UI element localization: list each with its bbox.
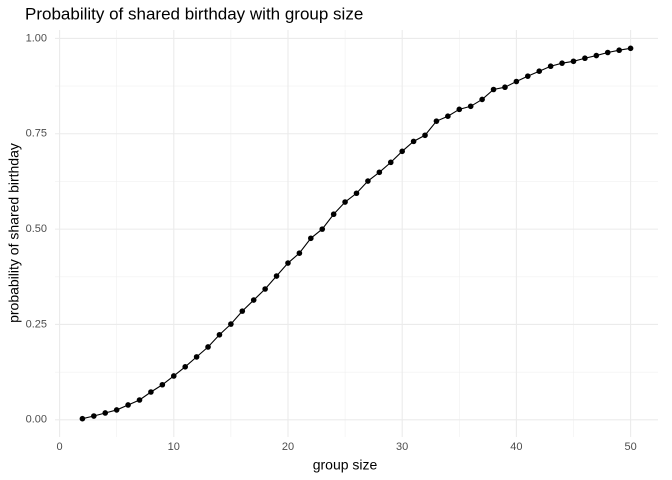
point xyxy=(285,260,291,266)
y-tick-label: 0.25 xyxy=(26,318,47,330)
point xyxy=(422,132,428,139)
point xyxy=(159,381,166,388)
point xyxy=(228,321,234,327)
point xyxy=(296,250,303,256)
point xyxy=(353,190,360,197)
point xyxy=(513,78,520,85)
point xyxy=(536,68,543,74)
point xyxy=(125,402,131,408)
x-tick-label: 10 xyxy=(168,441,180,453)
point xyxy=(365,178,371,184)
x-axis-title: group size xyxy=(313,457,378,473)
point xyxy=(467,103,474,110)
y-tick-label: 0.75 xyxy=(26,128,47,140)
point xyxy=(570,58,577,65)
point xyxy=(239,308,246,314)
point xyxy=(445,113,451,120)
point xyxy=(308,235,314,242)
y-tick-label: 0.00 xyxy=(26,414,47,426)
y-tick-label: 0.50 xyxy=(26,223,47,235)
y-axis-title: probability of shared birthday xyxy=(6,143,22,323)
point xyxy=(433,118,440,124)
point xyxy=(330,211,337,218)
point xyxy=(250,297,257,303)
point xyxy=(148,389,154,395)
point xyxy=(479,96,485,103)
point xyxy=(79,415,86,422)
point xyxy=(547,63,554,70)
point xyxy=(216,331,223,338)
point xyxy=(91,413,97,419)
point xyxy=(170,373,177,379)
point xyxy=(387,159,394,166)
point xyxy=(113,407,120,413)
line xyxy=(82,47,631,420)
point xyxy=(410,138,417,145)
point xyxy=(182,364,188,370)
x-tick-label: 40 xyxy=(510,441,522,453)
point xyxy=(273,273,280,279)
point xyxy=(490,86,497,93)
x-tick-label: 0 xyxy=(57,441,63,453)
point xyxy=(627,45,634,52)
point xyxy=(193,354,200,360)
point xyxy=(593,52,600,59)
point xyxy=(399,148,405,155)
x-tick-label: 50 xyxy=(624,441,636,453)
point xyxy=(559,60,565,66)
y-tick-label: 1.00 xyxy=(26,32,47,44)
point xyxy=(502,84,508,91)
point xyxy=(136,397,143,403)
point xyxy=(342,199,348,205)
point xyxy=(604,49,611,56)
point xyxy=(376,169,383,176)
x-tick-label: 30 xyxy=(396,441,408,453)
point xyxy=(456,106,463,113)
chart-title: Probability of shared birthday with grou… xyxy=(25,4,363,23)
point xyxy=(525,73,531,79)
point xyxy=(102,410,109,416)
point xyxy=(616,47,622,54)
x-tick-label: 20 xyxy=(282,441,294,453)
point xyxy=(205,344,211,350)
point xyxy=(582,55,588,62)
point xyxy=(262,286,268,292)
point xyxy=(319,226,326,232)
